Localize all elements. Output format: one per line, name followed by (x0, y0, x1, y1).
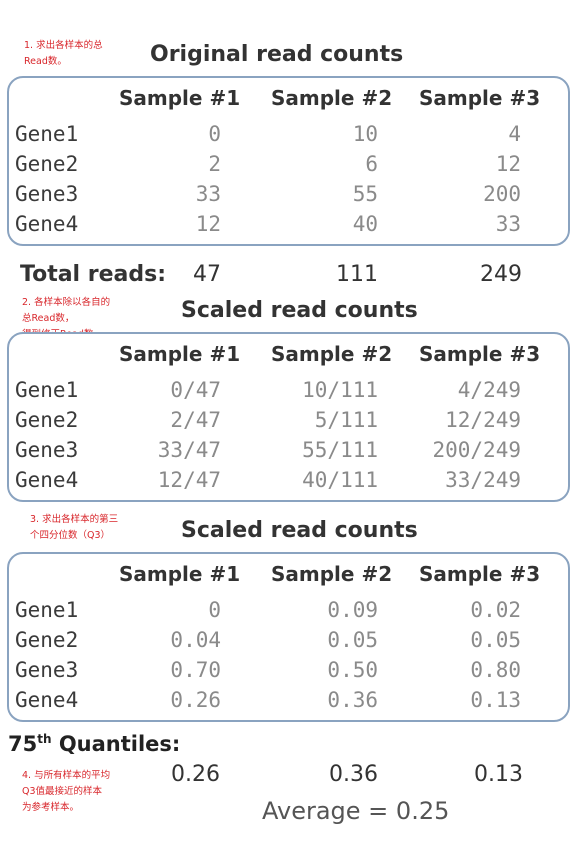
table2-g2-s3: 12/249 (445, 408, 521, 432)
note-step3: 3. 求出各样本的第三 个四分位数（Q3） (30, 512, 118, 544)
note-step1-line1: 1. 求出各样本的总 (24, 38, 103, 54)
average-value: Average = 0.25 (262, 797, 449, 825)
table3-g3-s1: 0.70 (170, 658, 221, 682)
table1-g2-s2: 6 (365, 152, 378, 176)
table1-g3-s2: 55 (353, 182, 378, 206)
table2-g1-s2: 10/111 (302, 378, 378, 402)
table2-g2-s1: 2/47 (170, 408, 221, 432)
quantile-sample1: 0.26 (171, 762, 220, 787)
table3-gene2: Gene2 (15, 628, 78, 652)
table2-gene3: Gene3 (15, 438, 78, 462)
table2-g3-s2: 55/111 (302, 438, 378, 462)
quantiles-label-rest: Quantiles: (52, 732, 181, 756)
total-sample2: 111 (336, 262, 378, 287)
total-reads-label: Total reads: (20, 262, 166, 287)
table3-col-sample3: Sample #3 (419, 562, 540, 586)
note-step1-line2: Read数。 (24, 54, 103, 70)
note-step3-line2: 个四分位数（Q3） (30, 528, 118, 544)
table1-col-sample2: Sample #2 (271, 86, 392, 110)
table2-gene2: Gene2 (15, 408, 78, 432)
table1-g3-s1: 33 (196, 182, 221, 206)
table2-title: Scaled read counts (181, 298, 418, 323)
table3-g4-s1: 0.26 (170, 688, 221, 712)
table1-g3-s3: 200 (483, 182, 521, 206)
quantiles-label: 75th Quantiles: (8, 732, 180, 756)
table1-g2-s3: 12 (496, 152, 521, 176)
table3-g3-s3: 0.80 (470, 658, 521, 682)
quantile-sample3: 0.13 (474, 762, 523, 787)
table2-gene1: Gene1 (15, 378, 78, 402)
table2-g4-s3: 33/249 (445, 468, 521, 492)
table3-g4-s2: 0.36 (327, 688, 378, 712)
quantiles-label-sup: th (37, 732, 51, 746)
table3-g1-s2: 0.09 (327, 598, 378, 622)
table1-g1-s3: 4 (508, 122, 521, 146)
table2-g1-s1: 0/47 (170, 378, 221, 402)
table2-col-sample1: Sample #1 (119, 342, 240, 366)
table1-gene4: Gene4 (15, 212, 78, 236)
table3-col-sample1: Sample #1 (119, 562, 240, 586)
note-step1: 1. 求出各样本的总 Read数。 (24, 38, 103, 70)
note-step4-line2: Q3值最接近的样本 (22, 784, 110, 800)
table2-gene4: Gene4 (15, 468, 78, 492)
total-sample3: 249 (480, 262, 522, 287)
table1-g2-s1: 2 (208, 152, 221, 176)
table2-col-sample3: Sample #3 (419, 342, 540, 366)
table1-gene1: Gene1 (15, 122, 78, 146)
table1-g4-s1: 12 (196, 212, 221, 236)
table2-g3-s1: 33/47 (158, 438, 221, 462)
note-step4: 4. 与所有样本的平均 Q3值最接近的样本 为参考样本。 (22, 768, 110, 816)
table2-g2-s2: 5/111 (315, 408, 378, 432)
quantiles-label-num: 75 (8, 732, 37, 756)
table3-g4-s3: 0.13 (470, 688, 521, 712)
quantile-sample2: 0.36 (329, 762, 378, 787)
table1-g1-s2: 10 (353, 122, 378, 146)
table1-g4-s3: 33 (496, 212, 521, 236)
table2-g1-s3: 4/249 (458, 378, 521, 402)
table3-gene4: Gene4 (15, 688, 78, 712)
note-step2-line1: 2. 各样本除以各自的 (22, 295, 110, 311)
table3-g3-s2: 0.50 (327, 658, 378, 682)
table2-panel: Sample #1 Sample #2 Sample #3 Gene1 0/47… (7, 332, 570, 502)
total-sample1: 47 (193, 262, 221, 287)
table3-gene1: Gene1 (15, 598, 78, 622)
table1-panel: Sample #1 Sample #2 Sample #3 Gene1 0 10… (7, 76, 570, 246)
note-step4-line1: 4. 与所有样本的平均 (22, 768, 110, 784)
table3-gene3: Gene3 (15, 658, 78, 682)
table3-panel: Sample #1 Sample #2 Sample #3 Gene1 0 0.… (7, 552, 570, 722)
table1-gene3: Gene3 (15, 182, 78, 206)
table1-g4-s2: 40 (353, 212, 378, 236)
table3-col-sample2: Sample #2 (271, 562, 392, 586)
table1-g1-s1: 0 (208, 122, 221, 146)
table2-g3-s3: 200/249 (432, 438, 521, 462)
table3-g1-s3: 0.02 (470, 598, 521, 622)
table2-col-sample2: Sample #2 (271, 342, 392, 366)
table3-g2-s2: 0.05 (327, 628, 378, 652)
table1-col-sample3: Sample #3 (419, 86, 540, 110)
table3-g1-s1: 0 (208, 598, 221, 622)
table2-g4-s2: 40/111 (302, 468, 378, 492)
table3-g2-s3: 0.05 (470, 628, 521, 652)
note-step2-line2: 总Read数， (22, 311, 110, 327)
note-step4-line3: 为参考样本。 (22, 800, 110, 816)
table3-title: Scaled read counts (181, 518, 418, 543)
table3-g2-s1: 0.04 (170, 628, 221, 652)
table1-gene2: Gene2 (15, 152, 78, 176)
table1-col-sample1: Sample #1 (119, 86, 240, 110)
table1-title: Original read counts (150, 42, 403, 67)
note-step3-line1: 3. 求出各样本的第三 (30, 512, 118, 528)
table2-g4-s1: 12/47 (158, 468, 221, 492)
